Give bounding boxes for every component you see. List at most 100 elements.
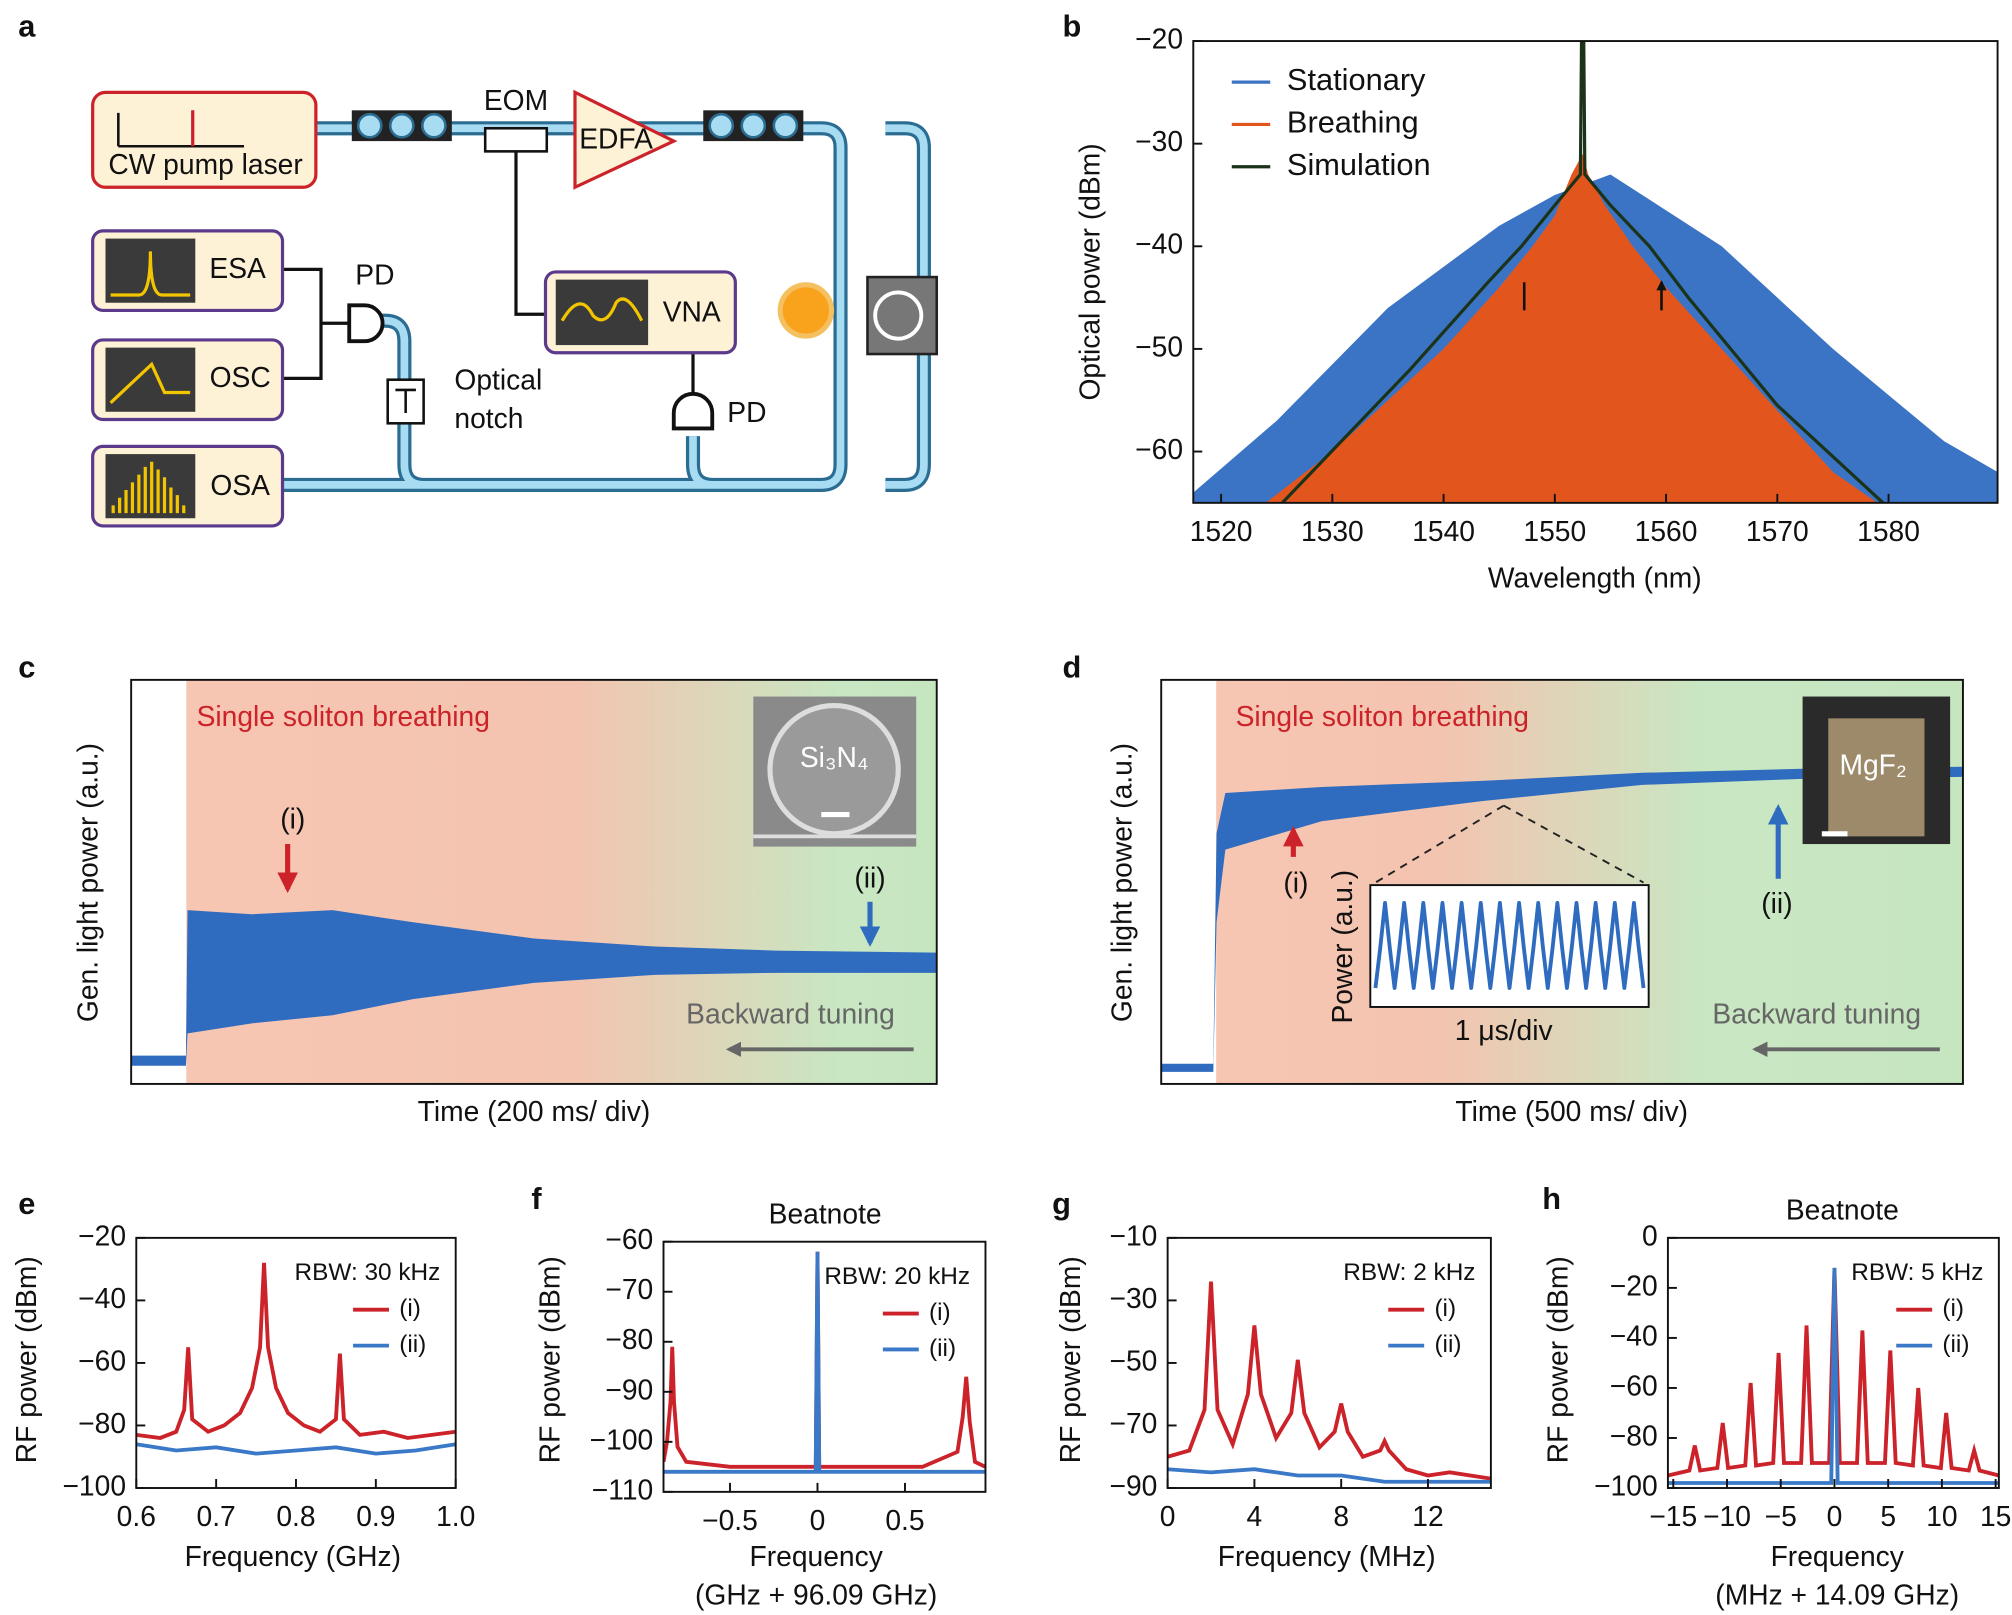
panel-label: d [1062,650,1081,685]
zoom-lines [1374,804,1644,884]
notch-symbol [395,388,416,414]
y-tick-label: −50 [1135,330,1183,362]
y-tick-label: −30 [1109,1282,1157,1314]
spectrum-line [136,1442,456,1456]
cable [282,151,695,396]
ring-image [767,702,901,837]
spectrum-line [1281,41,1885,503]
backgrounds [131,679,1963,1084]
plot-area [131,910,937,1066]
edfa-label: EDFA [579,123,653,155]
x-tick-label: 12 [1412,1500,1443,1532]
pc-loop [421,112,447,139]
spectrum-line [1167,1467,1491,1484]
y-tick-label: −70 [1109,1407,1157,1439]
y-tick-label: −100 [590,1423,654,1455]
inset-label: MgF₂ [1839,749,1906,781]
plot-area [663,1251,986,1474]
x-tick-label: 1570 [1746,515,1809,547]
legend-label: (ii) [1942,1331,1969,1358]
legend-label: (ii) [929,1335,956,1362]
annotations: Wavelength (nm) Optical power (dBm) Sing… [10,143,1959,1610]
x-tick-label: 1540 [1412,515,1475,547]
spectrum-line [1167,1281,1491,1481]
y-tick-label: −80 [605,1323,653,1355]
y-tick-label: −70 [605,1273,653,1305]
annotation: (i) [1283,867,1308,899]
panel-labels: a b c d e f g h [18,8,1561,1221]
y-axis-label: Optical power (dBm) [1073,143,1105,400]
x-tick-label: 0.5 [885,1504,924,1536]
screen [555,279,649,346]
screen-trace [560,297,644,322]
axes-frame [1192,40,1999,504]
x-axis-label: Frequency (MHz) [1218,1540,1436,1572]
y-axis-label: Gen. light power (a.u.) [1105,743,1137,1022]
fiber [282,124,928,489]
panel-label: c [18,650,35,685]
y-tick-label: −40 [78,1282,126,1314]
x-tick-label: 0.7 [197,1500,236,1532]
inset-trace [1373,901,1646,990]
panel-label: f [531,1181,542,1216]
y-tick-label: −80 [78,1407,126,1439]
pd-label: PD [355,259,394,291]
x-tick-label: 15 [1980,1500,2011,1532]
panel-label: b [1062,8,1081,43]
axes-frame [662,1240,987,1493]
annotation: Backward tuning [686,997,895,1029]
plot-area [1161,766,1963,1072]
x-tick-label: 1560 [1635,515,1698,547]
panel-label: a [18,8,36,43]
laser-box [91,90,318,189]
vna-label: VNA [663,296,721,328]
x-axis-label: Time (200 ms/ div) [418,1095,651,1127]
screen-trace [109,361,191,404]
y-tick-label: −60 [78,1344,126,1376]
annotation: (i) [280,802,305,834]
y-axis-label: RF power (dBm) [10,1256,42,1463]
y-tick-label: −100 [1594,1469,1658,1501]
y-tick-label: −100 [62,1469,126,1501]
y-axis-label: RF power (dBm) [1542,1256,1574,1463]
plot-area [1193,41,1998,503]
plot-area [1167,1281,1491,1484]
x-tick-label: 1530 [1301,515,1364,547]
panel-label: e [18,1186,35,1221]
screen-trace [111,461,186,514]
x-tick-label: 10 [1926,1500,1957,1532]
x-tick-label: 1580 [1857,515,1920,547]
resonator-crystal [777,282,835,339]
x-tick-label: −0.5 [702,1504,758,1536]
spectrum-area [1265,153,1878,503]
polarization-controller [351,110,804,142]
axes-frame [1666,1236,2000,1489]
legend-label: (i) [1434,1295,1456,1322]
x-tick-label: 1.0 [436,1500,475,1532]
annotation: RBW: 2 kHz [1343,1259,1475,1286]
y-tick-label: −60 [605,1223,653,1255]
y-tick-label: −40 [1135,228,1183,260]
y-tick-label: −90 [1109,1469,1157,1501]
panel-label: h [1542,1181,1561,1216]
y-tick-label: −20 [1610,1269,1658,1301]
axes-frame [1160,678,1964,1085]
inset-x-label: 1 μs/div [1455,1014,1554,1046]
y-tick-label: −80 [1610,1419,1658,1451]
laser-label: CW pump laser [108,148,302,180]
notch-filter [386,378,425,425]
resonator-chip [866,275,939,356]
pc-loop [388,112,415,139]
y-tick-label: −60 [1610,1369,1658,1401]
pc-loop [740,112,767,139]
y-axis-label: Gen. light power (a.u.) [72,743,104,1022]
chart-title: Beatnote [769,1198,882,1230]
annotation: (ii) [1761,887,1792,919]
legend-label: (i) [1942,1295,1964,1322]
crystal-image [1828,718,1925,837]
x-axis-label: Frequency [1771,1540,1905,1572]
y-tick-label: −110 [592,1473,653,1505]
esa-label: ESA [209,252,266,284]
osa-label: OSA [210,469,270,501]
